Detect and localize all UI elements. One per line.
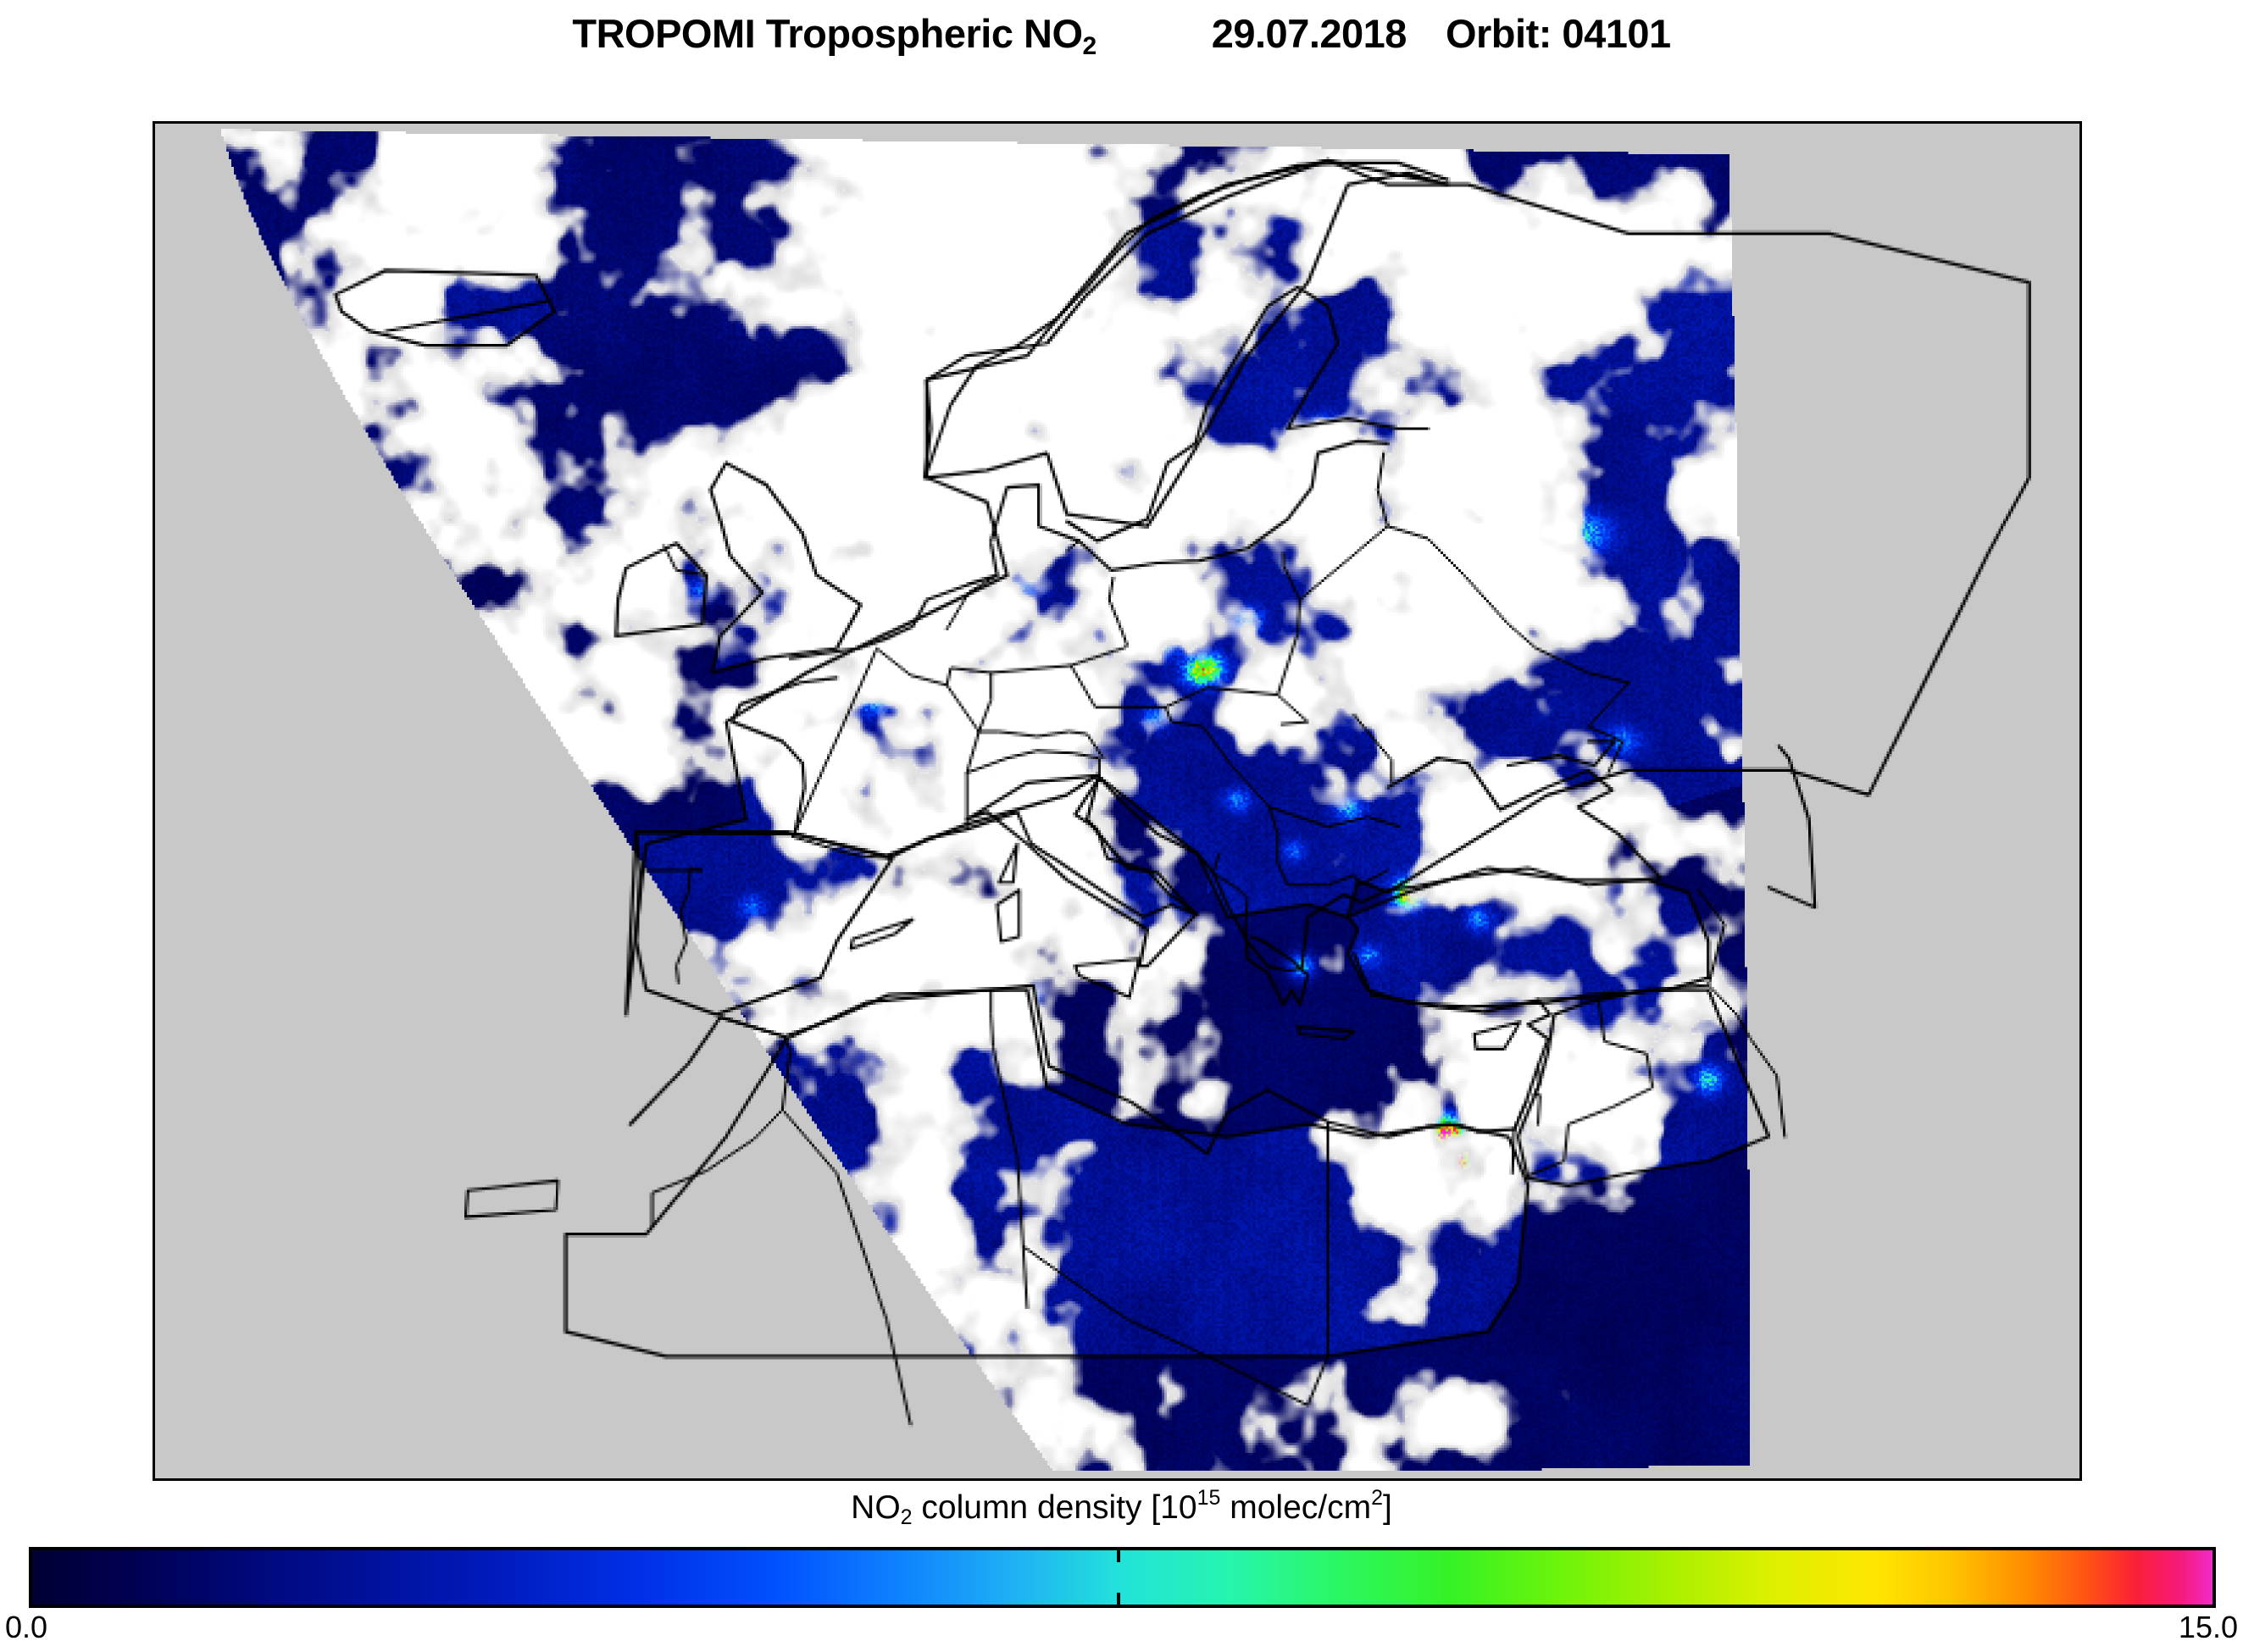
map-image-area xyxy=(155,124,2079,1478)
title-bar: TROPOMI Tropospheric NO2 29.07.2018 Orbi… xyxy=(0,0,2243,66)
colorbar-gradient xyxy=(32,1550,2212,1605)
acquisition-date: 29.07.2018 xyxy=(1211,10,1407,56)
colorbar-axis-label: NO2 column density [1015 molec/cm2] xyxy=(851,1486,1392,1529)
map-plot-frame xyxy=(153,121,2082,1481)
colorbar-center-tick-top xyxy=(1117,1550,1121,1562)
orbit-number: Orbit: 04101 xyxy=(1445,10,1671,56)
colorbar-frame xyxy=(29,1547,2216,1608)
colorbar-max-label: 15.0 xyxy=(2178,1610,2238,1644)
page-title: TROPOMI Tropospheric NO2 xyxy=(572,10,1097,60)
colorbar xyxy=(29,1547,2216,1608)
no2-column-density-heatmap xyxy=(155,124,2079,1478)
colorbar-min-label: 0.0 xyxy=(5,1610,48,1644)
colorbar-center-tick-bottom xyxy=(1117,1593,1121,1605)
